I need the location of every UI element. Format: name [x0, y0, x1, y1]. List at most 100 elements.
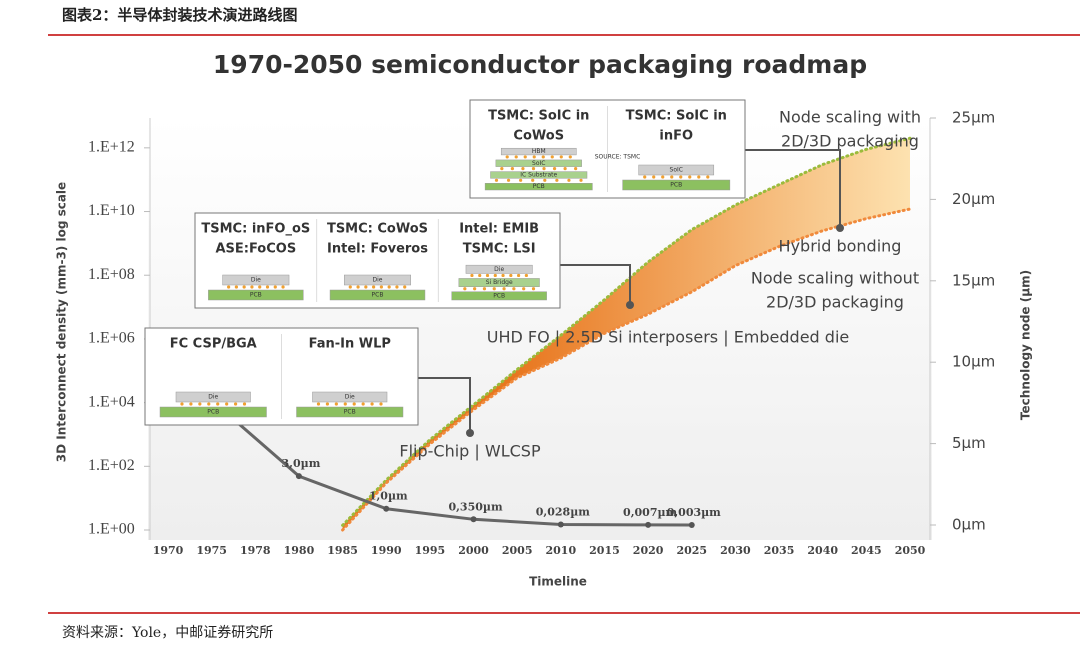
x-tick-label: 1990 — [371, 544, 402, 557]
bump — [541, 155, 545, 159]
bump — [501, 273, 505, 278]
bump — [505, 155, 509, 159]
bump — [550, 155, 554, 159]
y2-tick-label: 0µm — [952, 516, 986, 534]
callout-title: Intel: EMIB — [459, 222, 539, 237]
bump — [379, 402, 383, 406]
node-point — [470, 516, 477, 523]
bump — [370, 402, 374, 406]
bump — [531, 178, 535, 182]
bump — [519, 178, 523, 182]
band-fill — [342, 138, 910, 530]
x-tick-label: 2025 — [676, 544, 707, 557]
x-tick-label: 2020 — [633, 544, 664, 557]
y-tick-label: 1.E+10 — [88, 202, 135, 219]
chart-layer: 1.E+00 1.E+02 1.E+04 1.E+06 1.E+08 1.E+10 1.E+… — [88, 99, 995, 557]
callout-note: SOURCE: TSMC — [595, 154, 641, 161]
annotation: 2D/3D packaging — [781, 132, 919, 151]
footer-source: 资料来源：Yole，中邮证券研究所 — [62, 625, 273, 641]
y2-tick-label: 20µm — [952, 190, 995, 208]
bump — [510, 167, 514, 171]
bump — [273, 285, 277, 289]
x-tick-label: 1980 — [284, 544, 315, 557]
bump — [514, 155, 518, 159]
annotation: Node scaling without — [751, 269, 919, 288]
bump — [661, 175, 665, 179]
x-tick-label: 1995 — [415, 544, 446, 557]
layer-shape — [465, 264, 533, 274]
bump — [563, 167, 567, 171]
node-point — [383, 505, 390, 512]
value-label: 1,0µm — [369, 490, 408, 503]
bump — [207, 402, 211, 406]
node-point — [688, 521, 695, 528]
value-label: 3,0µm — [282, 457, 321, 470]
bump — [555, 178, 559, 182]
bump — [242, 285, 246, 289]
bump — [180, 402, 184, 406]
x-tick-label: 2000 — [458, 544, 489, 557]
bump — [521, 167, 525, 171]
y-tick-label: 1.E+02 — [88, 457, 135, 474]
node-point — [295, 473, 302, 480]
y2-tick-label: 25µm — [952, 109, 995, 127]
callout-title: Intel: Foveros — [327, 242, 428, 257]
x-tick-label: 1978 — [240, 544, 271, 557]
bump — [395, 285, 399, 289]
callout-title: TSMC: SoIC in — [488, 109, 589, 124]
bump — [688, 175, 692, 179]
bump — [643, 175, 647, 179]
bump — [387, 285, 391, 289]
layer-shape — [490, 171, 588, 179]
annotation: Hybrid bonding — [779, 237, 902, 256]
layer-shape — [500, 147, 577, 156]
bump — [679, 175, 683, 179]
bump — [485, 273, 490, 278]
bump — [517, 273, 521, 278]
annotation: Flip-Chip | WLCSP — [399, 442, 541, 461]
connector-dot — [626, 301, 634, 309]
bump — [348, 285, 352, 289]
bump — [227, 285, 231, 289]
bump — [250, 285, 254, 289]
annotation: UHD FO | 2.5D Si interposers | Embedded … — [487, 328, 849, 347]
bump — [492, 287, 496, 291]
callout-title: TSMC: CoWoS — [327, 222, 428, 237]
x-tick-label: 1975 — [196, 544, 227, 557]
y2-tick-label: 10µm — [952, 353, 995, 371]
x-tick-label: 1970 — [153, 544, 184, 557]
layer-shape — [451, 291, 547, 301]
bump — [216, 402, 220, 406]
bump — [364, 285, 368, 289]
bump — [552, 167, 557, 171]
bump — [482, 287, 487, 291]
bump — [379, 285, 383, 289]
part-label: IC Substrate — [520, 171, 557, 178]
callout-title: FC CSP/BGA — [170, 337, 257, 352]
connector-dot — [466, 429, 474, 437]
part-label: PCB — [493, 292, 505, 299]
bump — [502, 287, 506, 291]
part-label: Die — [208, 394, 218, 401]
y-tick-label: 1.E+12 — [88, 139, 135, 156]
layer-shape — [222, 274, 290, 286]
x-tick-label: 2015 — [589, 544, 620, 557]
y-axis-label: 3D Interconnect density (mm-3) log scale — [55, 182, 69, 462]
callout-title: TSMC: SoIC in — [626, 109, 727, 124]
bump — [403, 285, 407, 289]
layer-shape — [312, 391, 388, 403]
part-label: HBM — [532, 148, 546, 155]
bump — [568, 155, 572, 159]
connector — [745, 149, 841, 228]
bump — [343, 402, 347, 406]
bump — [470, 273, 474, 278]
layer-shape — [495, 159, 582, 167]
part-label: PCB — [207, 409, 219, 416]
bump — [706, 175, 710, 179]
x-tick-label: 2050 — [895, 544, 926, 557]
value-label: 0,028µm — [536, 506, 590, 519]
x-tick-label: 2030 — [720, 544, 751, 557]
callout-title: Fan-In WLP — [309, 337, 391, 352]
part-label: PCB — [344, 409, 356, 416]
